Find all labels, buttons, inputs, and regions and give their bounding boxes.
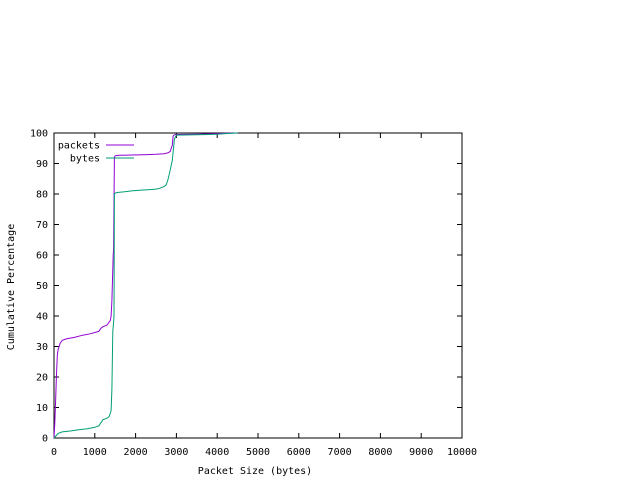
y-tick-label: 80: [36, 190, 48, 201]
y-axis-label: Cumulative Percentage: [6, 224, 17, 350]
series-line-packets: [53, 132, 238, 439]
legend-label-bytes: bytes: [70, 154, 100, 165]
y-tick-label: 0: [42, 434, 48, 445]
x-tick-label: 5000: [246, 447, 270, 458]
x-tick-label: 3000: [164, 447, 188, 458]
plot-frame: [53, 132, 463, 439]
x-tick-label: 8000: [368, 447, 392, 458]
x-tick-label: 4000: [205, 447, 229, 458]
x-tick-label: 0: [51, 447, 57, 458]
y-tick-label: 30: [36, 342, 48, 353]
y-tick-label: 100: [30, 129, 48, 140]
x-tick-label: 10000: [447, 447, 477, 458]
x-tick-label: 2000: [124, 447, 148, 458]
y-tick-label: 50: [36, 281, 48, 292]
y-tick-label: 70: [36, 220, 48, 231]
y-tick-label: 10: [36, 403, 48, 414]
legend-label-packets: packets: [58, 141, 100, 152]
y-tick-label: 20: [36, 373, 48, 384]
legend: packets bytes: [58, 141, 134, 165]
y-tick-label: 60: [36, 251, 48, 262]
x-axis-label: Packet Size (bytes): [198, 466, 312, 477]
y-tick-label: 40: [36, 312, 48, 323]
y-tick-label: 90: [36, 159, 48, 170]
series-line-bytes: [53, 132, 238, 439]
x-tick-label: 1000: [83, 447, 107, 458]
x-tick-label: 9000: [409, 447, 433, 458]
series-lines: [53, 132, 238, 439]
x-tick-label: 6000: [287, 447, 311, 458]
y-axis-ticks: 0 10 20 30 40 50 60 70 80 90 100: [30, 129, 462, 445]
x-axis-ticks: 0 1000 2000 3000 4000 5000 6000 7000 8000 9000 100…: [51, 133, 477, 458]
x-tick-label: 7000: [328, 447, 352, 458]
